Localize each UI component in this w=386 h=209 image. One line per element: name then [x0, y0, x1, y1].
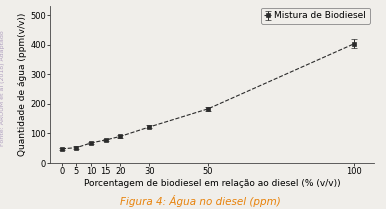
X-axis label: Porcentagem de biodiesel em relação ao diesel (% (v/v)): Porcentagem de biodiesel em relação ao d…: [84, 179, 340, 188]
Y-axis label: Quantidade de água (ppm(v/v)): Quantidade de água (ppm(v/v)): [19, 13, 27, 156]
Text: Figura 4: Água no diesel (ppm): Figura 4: Água no diesel (ppm): [120, 195, 281, 207]
Text: Fonte: AROUM et al (2018) Adaptado: Fonte: AROUM et al (2018) Adaptado: [0, 30, 5, 146]
Legend: Mistura de Biodiesel: Mistura de Biodiesel: [261, 8, 370, 24]
